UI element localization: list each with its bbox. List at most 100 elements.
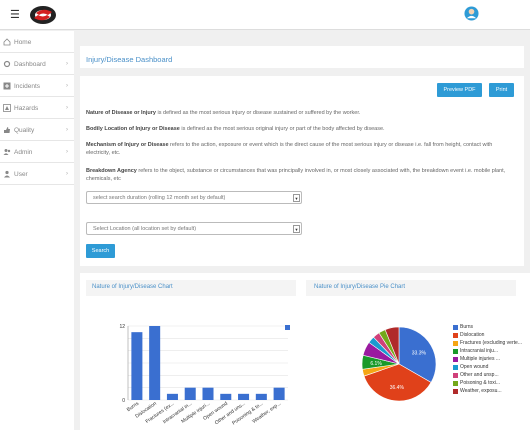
chevron-down-icon: ▼ [293, 225, 300, 233]
y-tick-label: 12 [119, 324, 125, 330]
legend-label: Burns [460, 324, 474, 330]
bar[interactable] [202, 387, 214, 400]
legend-swatch [453, 349, 458, 354]
user-icon [4, 170, 10, 178]
legend-label: Intracranial inju... [460, 348, 499, 354]
sidebar-item-dashboard[interactable]: Dashboard › [0, 53, 74, 75]
home-icon [3, 38, 11, 46]
sidebar-item-label: Admin [14, 149, 33, 156]
sidebar-item-home[interactable]: Home [0, 31, 74, 53]
legend-item[interactable]: Dislocation [453, 332, 529, 338]
legend-item[interactable]: Open wound [453, 364, 529, 370]
bar[interactable] [255, 393, 267, 400]
bar[interactable] [184, 387, 196, 400]
legend-label: Other and unsp... [460, 372, 499, 378]
bar-legend-swatch [285, 325, 290, 330]
definition-mechanism: Mechanism of Injury or Disease refers to… [86, 142, 493, 156]
menu-icon[interactable]: ☰ [10, 9, 20, 21]
sidebar-item-label: Hazards [14, 105, 39, 112]
pie-chart-header [306, 280, 516, 296]
sidebar: Home Dashboard › Incidents › Hazards › Q… [0, 31, 74, 281]
pie-data-label: 33.3% [412, 351, 427, 357]
title-panel [80, 46, 524, 68]
legend-swatch [453, 325, 458, 330]
sidebar-item-quality[interactable]: Quality › [0, 119, 74, 141]
pie-data-label: 36.4% [390, 385, 405, 391]
gear-icon [3, 60, 11, 68]
warning-icon [3, 104, 11, 112]
definition-location: Bodily Location of Injury or Disease is … [86, 126, 385, 132]
legend-swatch [453, 373, 458, 378]
y-tick-label: 0 [122, 398, 125, 404]
bar[interactable] [149, 326, 161, 400]
bar[interactable] [166, 393, 178, 400]
bar-chart-title: Nature of Injury/Disease Chart [92, 284, 173, 290]
sidebar-item-label: Home [14, 39, 32, 46]
legend-label: Fractures (excluding verte... [460, 340, 522, 346]
legend-item[interactable]: Weather, exposu... [453, 388, 529, 394]
legend-item[interactable]: Burns [453, 324, 529, 330]
chevron-right-icon: › [66, 105, 68, 111]
thumbs-up-icon [4, 127, 10, 133]
bar[interactable] [220, 393, 232, 400]
legend-item[interactable]: Other and unsp... [453, 372, 529, 378]
chevron-right-icon: › [66, 127, 68, 133]
legend-label: Dislocation [460, 332, 485, 338]
bar[interactable] [131, 332, 143, 400]
legend-item[interactable]: Fractures (excluding verte... [453, 340, 529, 346]
top-bar: ☰ [0, 0, 530, 30]
bar[interactable] [273, 387, 285, 400]
sidebar-item-admin[interactable]: Admin › [0, 141, 74, 163]
search-button[interactable]: Search [86, 244, 115, 258]
pie-slice[interactable] [398, 326, 437, 383]
legend-item[interactable]: Intracranial inju... [453, 348, 529, 354]
legend-swatch [453, 357, 458, 362]
legend-label: Open wound [460, 364, 489, 370]
sidebar-item-label: User [14, 171, 28, 178]
definition-agency: Breakdown Agency refers to the object, s… [86, 168, 506, 182]
chevron-down-icon: ▼ [293, 194, 300, 202]
pie-chart: 33.3% 36.4% 6.1% [361, 326, 437, 402]
bar-chart-header [86, 280, 296, 296]
logo [30, 6, 56, 24]
chevron-right-icon: › [66, 149, 68, 155]
sidebar-item-label: Dashboard [14, 61, 46, 68]
sidebar-item-label: Quality [14, 127, 35, 134]
sidebar-item-user[interactable]: User › [0, 163, 74, 185]
legend-swatch [453, 333, 458, 338]
legend-swatch [453, 381, 458, 386]
chevron-right-icon: › [66, 171, 68, 177]
bar[interactable] [238, 393, 250, 400]
legend-swatch [453, 341, 458, 346]
chevron-right-icon: › [66, 61, 68, 67]
pie-data-label: 6.1% [370, 361, 382, 367]
duration-select[interactable]: select search duration (rolling 12 month… [86, 191, 302, 204]
sidebar-item-incidents[interactable]: Incidents › [0, 75, 74, 97]
sidebar-item-hazards[interactable]: Hazards › [0, 97, 74, 119]
legend-label: Weather, exposu... [460, 388, 502, 394]
pie-legend: Burns Dislocation Fractures (excluding ver… [453, 324, 529, 396]
plus-square-icon [3, 82, 11, 90]
pie-slice[interactable] [363, 363, 432, 402]
user-avatar-icon[interactable] [464, 6, 479, 21]
location-select-value: Select Location (all location set by def… [93, 226, 197, 232]
legend-label: Poisoning & toxi... [460, 380, 501, 386]
pie-slice[interactable] [384, 326, 400, 365]
page-title: Injury/Disease Dashboard [86, 55, 173, 64]
sidebar-item-label: Incidents [14, 83, 41, 90]
legend-swatch [453, 389, 458, 394]
pie-chart-title: Nature of Injury/Disease Pie Chart [314, 284, 406, 290]
location-select[interactable]: Select Location (all location set by def… [86, 222, 302, 235]
chevron-right-icon: › [66, 83, 68, 89]
definition-nature: Nature of Disease or Injury is defined a… [86, 110, 361, 116]
sidebar-footer [0, 281, 74, 430]
print-button[interactable]: Print [489, 83, 514, 97]
legend-item[interactable]: Multiple injuries ... [453, 356, 529, 362]
legend-label: Multiple injuries ... [460, 356, 501, 362]
users-icon [3, 149, 11, 155]
preview-pdf-button[interactable]: Preview PDF [437, 83, 482, 97]
legend-item[interactable]: Poisoning & toxi... [453, 380, 529, 386]
duration-select-value: select search duration (rolling 12 month… [93, 195, 226, 201]
legend-swatch [453, 365, 458, 370]
